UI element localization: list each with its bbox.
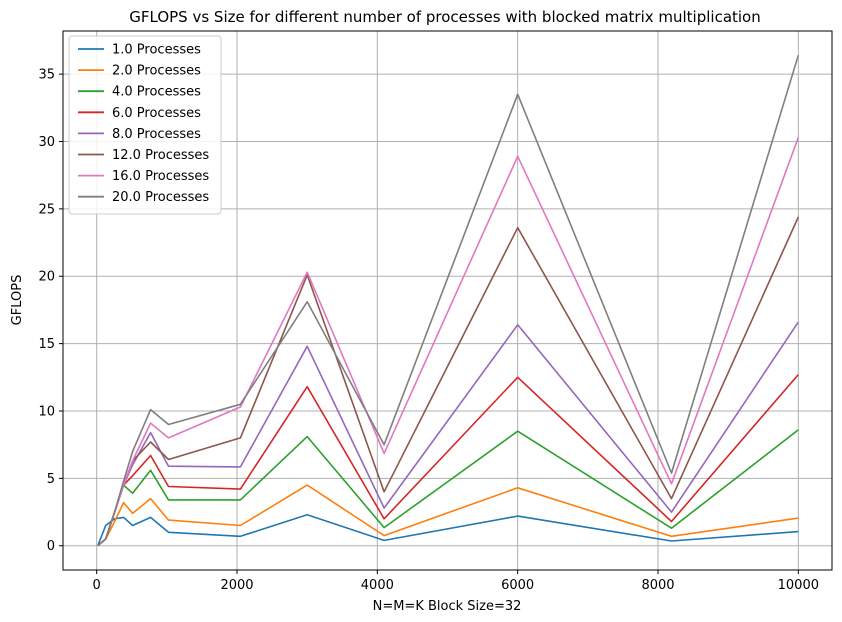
x-tick-label: 4000 bbox=[361, 578, 394, 593]
x-axis-label: N=M=K Block Size=32 bbox=[373, 599, 522, 614]
legend-entry: 1.0 Processes bbox=[112, 43, 201, 58]
legend-entry: 4.0 Processes bbox=[112, 85, 201, 100]
x-tick-label: 10000 bbox=[778, 578, 819, 593]
y-tick-label: 25 bbox=[38, 202, 55, 217]
y-tick-label: 15 bbox=[38, 337, 55, 352]
x-tick-label: 2000 bbox=[220, 578, 253, 593]
series-line-7 bbox=[97, 55, 800, 547]
legend-entry: 20.0 Processes bbox=[112, 190, 209, 205]
legend-entry: 6.0 Processes bbox=[112, 106, 201, 121]
y-tick-label: 10 bbox=[38, 404, 55, 419]
x-tick-label: 6000 bbox=[501, 578, 534, 593]
chart-title: GFLOPS vs Size for different number of p… bbox=[129, 8, 761, 26]
series-lines bbox=[97, 55, 800, 547]
y-tick-label: 20 bbox=[38, 270, 55, 285]
legend-entry: 16.0 Processes bbox=[112, 169, 209, 184]
legend-entry: 2.0 Processes bbox=[112, 64, 201, 79]
plot-frame bbox=[62, 30, 833, 571]
y-tick-label: 35 bbox=[38, 68, 55, 83]
y-tick-label: 30 bbox=[38, 135, 55, 150]
legend-entry: 12.0 Processes bbox=[112, 148, 209, 163]
series-line-1 bbox=[97, 484, 799, 547]
legend-entry: 8.0 Processes bbox=[112, 127, 201, 142]
legend-box bbox=[68, 35, 222, 215]
series-line-0 bbox=[97, 513, 799, 546]
y-tick-label: 5 bbox=[47, 472, 55, 487]
y-tick-label: 0 bbox=[47, 539, 55, 554]
axis-ticks: 0 2000 4000 6000 8000 10000 0 5 10 15 20 25 30 35 bbox=[38, 68, 819, 593]
x-tick-label: 8000 bbox=[641, 578, 674, 593]
legend: 1.0 Processes 2.0 Processes 4.0 Processes 6… bbox=[68, 35, 222, 215]
y-axis-label: GFLOPS bbox=[10, 275, 25, 326]
x-tick-label: 0 bbox=[93, 578, 101, 593]
